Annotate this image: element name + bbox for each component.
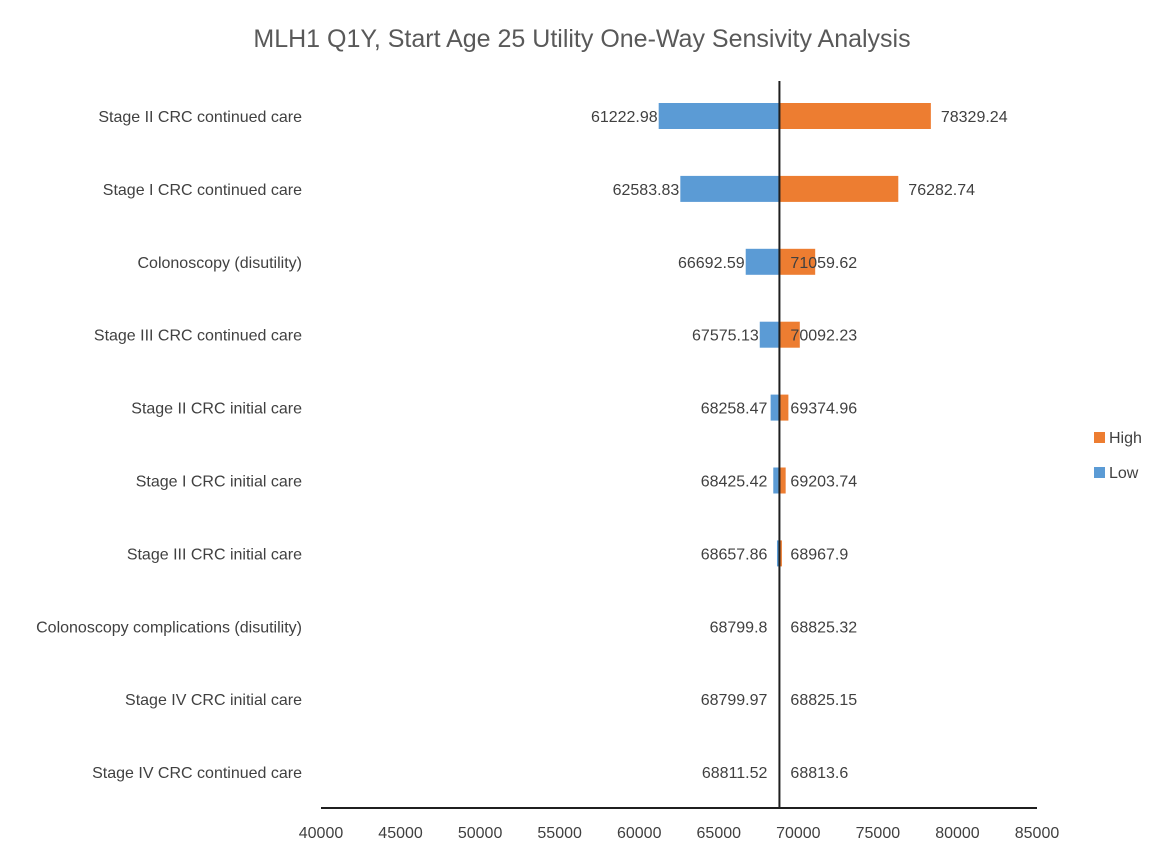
data-label-low: 62583.83 — [613, 182, 680, 199]
chart-title: MLH1 Q1Y, Start Age 25 Utility One-Way S… — [253, 25, 910, 53]
value-labels-group: 61222.98 78329.24 62583.83 76282.74 66692.59… — [591, 109, 1008, 782]
x-tick-label: 65000 — [697, 825, 742, 842]
category-label: Colonoscopy (disutility) — [137, 255, 302, 272]
category-labels-group: Stage II CRC continued care Stage I CRC c… — [36, 109, 302, 782]
bar-low — [745, 248, 780, 275]
legend-swatch-high — [1094, 432, 1105, 443]
data-label-high: 68813.6 — [790, 765, 848, 782]
data-label-low: 66692.59 — [678, 255, 745, 272]
data-label-high: 76282.74 — [908, 182, 975, 199]
category-label: Stage IV CRC initial care — [125, 692, 302, 709]
bar-high — [779, 394, 789, 421]
legend-label-high: High — [1109, 430, 1142, 447]
bar-low — [759, 321, 780, 348]
data-label-low: 67575.13 — [692, 328, 759, 345]
bar-low — [658, 103, 780, 129]
bar-high — [779, 175, 899, 202]
category-label: Stage IV CRC continued care — [92, 765, 302, 782]
x-axis: 40000 45000 50000 55000 60000 65000 70000 75000… — [299, 81, 1060, 842]
x-tick-label: 60000 — [617, 825, 662, 842]
data-label-low: 61222.98 — [591, 109, 658, 126]
x-tick-label: 80000 — [935, 825, 980, 842]
category-label: Stage II CRC continued care — [98, 109, 302, 126]
data-label-low: 68258.47 — [701, 401, 768, 418]
data-label-high: 71059.62 — [790, 255, 857, 272]
x-tick-label: 70000 — [776, 825, 821, 842]
category-label: Stage III CRC initial care — [127, 546, 302, 563]
category-label: Stage I CRC continued care — [103, 182, 302, 199]
x-tick-label: 85000 — [1015, 825, 1060, 842]
data-label-low: 68425.42 — [701, 474, 768, 491]
bar-high — [779, 103, 931, 129]
bar-high — [779, 467, 786, 494]
legend-swatch-low — [1094, 467, 1105, 478]
data-label-low: 68799.8 — [710, 619, 768, 636]
x-tick-label: 45000 — [378, 825, 423, 842]
bar-high — [779, 248, 816, 275]
data-label-high: 70092.23 — [790, 328, 857, 345]
data-label-high: 69374.96 — [790, 401, 857, 418]
data-label-low: 68811.52 — [702, 765, 768, 782]
bar-low — [770, 394, 780, 421]
legend: High Low — [1094, 430, 1142, 482]
bar-high — [779, 321, 800, 348]
x-tick-label: 40000 — [299, 825, 344, 842]
bar-low — [680, 175, 780, 202]
x-tick-label: 75000 — [856, 825, 901, 842]
category-label: Stage III CRC continued care — [94, 328, 302, 345]
data-label-high: 68967.9 — [790, 546, 848, 563]
data-label-high: 69203.74 — [790, 474, 857, 491]
data-label-high: 68825.32 — [790, 619, 857, 636]
bar-low — [773, 467, 780, 494]
data-label-high: 68825.15 — [790, 692, 857, 709]
data-label-low: 68799.97 — [701, 692, 768, 709]
category-label: Stage II CRC initial care — [131, 401, 302, 418]
bars-group — [658, 103, 931, 786]
category-label: Colonoscopy complications (disutility) — [36, 619, 302, 636]
bar-low — [776, 540, 780, 567]
x-tick-label: 50000 — [458, 825, 503, 842]
category-label: Stage I CRC initial care — [136, 474, 302, 491]
bar-high — [779, 540, 782, 567]
data-label-high: 78329.24 — [941, 109, 1008, 126]
legend-label-low: Low — [1109, 465, 1139, 482]
x-tick-label: 55000 — [537, 825, 582, 842]
data-label-low: 68657.86 — [701, 546, 768, 563]
